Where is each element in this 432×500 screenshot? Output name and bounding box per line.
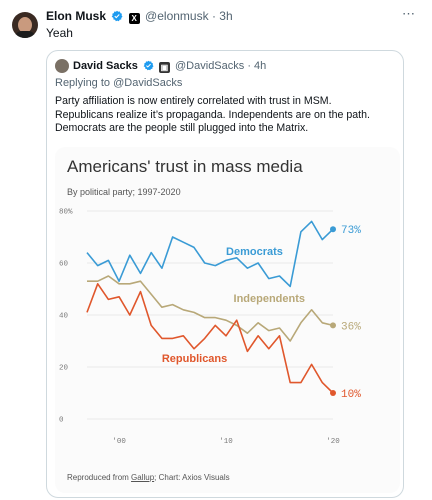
series-name-label-independents: Independents — [234, 293, 306, 305]
chart-subtitle: By political party; 1997-2020 — [67, 187, 181, 197]
quote-affiliation-icon: ▣ — [158, 62, 170, 73]
series-line-republicans — [86, 283, 334, 394]
quote-author-handle[interactable]: @DavidSacks — [175, 60, 245, 72]
quote-text-line: Party affiliation is now entirely correl… — [55, 95, 332, 107]
quoted-tweet[interactable]: David Sacks ▣ @DavidSacks · 4h Replying … — [46, 50, 404, 498]
quote-avatar[interactable] — [55, 59, 69, 73]
series-name-label-democrats: Democrats — [226, 246, 283, 258]
replying-prefix: Replying to — [55, 77, 111, 89]
footer-prefix: Reproduced from — [67, 473, 129, 482]
replying-to: Replying to @DavidSacks — [55, 77, 182, 89]
y-tick-label: 40 — [59, 313, 69, 321]
y-tick-label: 0 — [59, 417, 64, 425]
series-end-label-republicans: 10% — [341, 389, 361, 401]
author-handle[interactable]: @elonmusk — [145, 9, 209, 23]
y-tick-label: 80% — [59, 209, 73, 217]
series-end-label-independents: 36% — [341, 321, 361, 333]
tweet-time[interactable]: · 3h — [211, 9, 233, 23]
more-options-icon[interactable]: ⋯ — [402, 6, 416, 21]
quote-time: · 4h — [247, 60, 267, 72]
quote-header: David Sacks ▣ @DavidSacks · 4h — [73, 59, 266, 73]
x-tick-label: '10 — [219, 438, 233, 446]
footer-source-link[interactable]: Gallup — [131, 473, 155, 482]
series-line-independents — [87, 275, 334, 342]
avatar[interactable] — [12, 12, 38, 38]
replying-handle[interactable]: @DavidSacks — [113, 77, 183, 89]
tweet-header: Elon Musk X @elonmusk · 3h — [46, 9, 233, 24]
series-name-label-republicans: Republicans — [162, 353, 227, 365]
line-chart: 80% 60 40 20 0 '00 '10 '20 73% Democrats 36% Indepe… — [59, 209, 361, 447]
series-end-point-republicans — [330, 390, 336, 396]
x-tick-label: '00 — [112, 438, 126, 446]
tweet-text: Yeah — [46, 26, 73, 40]
x-affiliation-icon: X — [128, 13, 140, 24]
x-tick-label: '20 — [326, 438, 340, 446]
series-line-democrats — [86, 220, 334, 288]
chart-footer: Reproduced from Gallup; Chart: Axios Vis… — [67, 473, 230, 482]
footer-suffix: ; Chart: Axios Visuals — [154, 473, 230, 482]
verified-badge-icon — [112, 10, 123, 22]
quote-author-name[interactable]: David Sacks — [73, 60, 138, 72]
quote-text: Party affiliation is now entirely correl… — [55, 95, 400, 136]
quote-text-line: Republicans realize it’s propaganda. Ind… — [55, 108, 370, 121]
quote-verified-badge-icon — [143, 60, 154, 71]
series-end-point-democrats — [330, 226, 336, 233]
y-tick-label: 60 — [59, 261, 69, 269]
author-name[interactable]: Elon Musk — [46, 9, 107, 23]
series-end-point-independents — [330, 322, 336, 329]
y-tick-label: 20 — [59, 365, 69, 373]
chart-image[interactable]: Americans' trust in mass media By politi… — [55, 147, 400, 493]
series-end-label-democrats: 73% — [341, 225, 361, 237]
quote-text-line: Democrats are the people still plugged i… — [55, 122, 309, 134]
chart-title: Americans' trust in mass media — [67, 157, 303, 176]
